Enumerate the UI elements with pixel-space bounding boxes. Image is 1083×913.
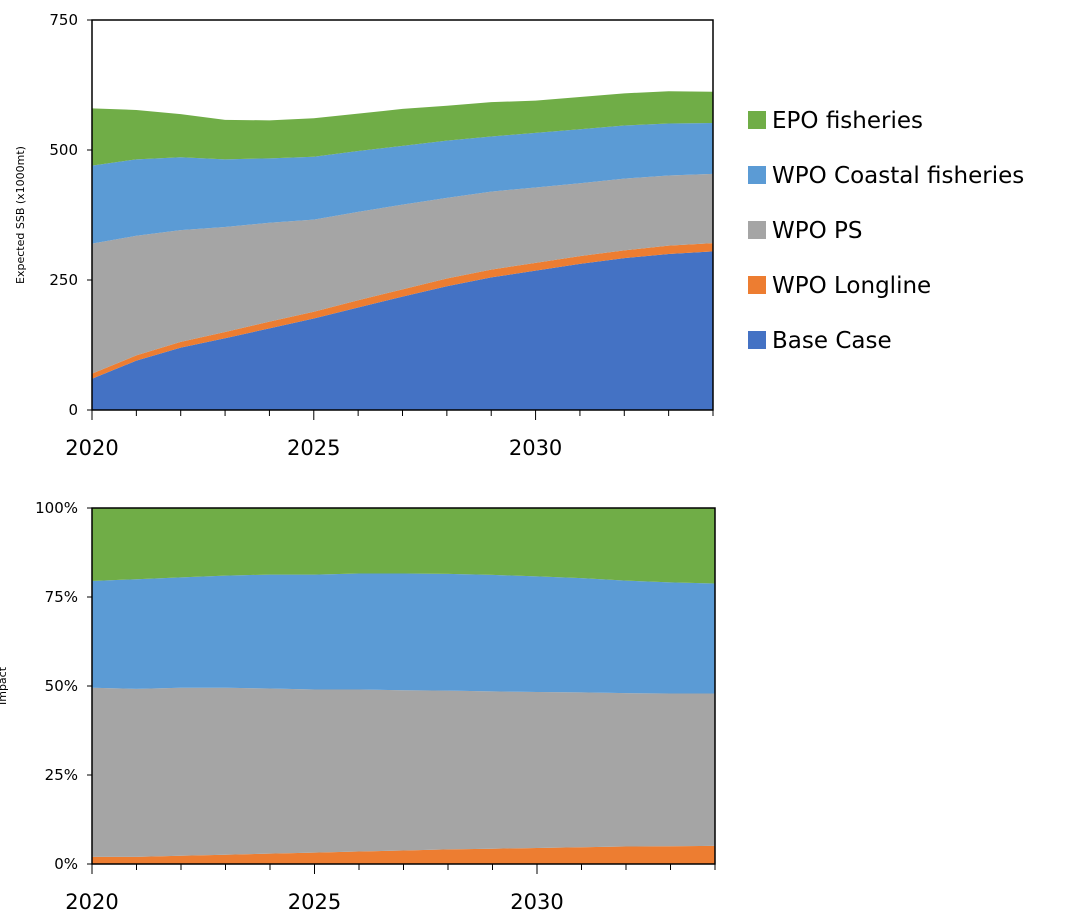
x-tick-label: 2020 — [65, 890, 118, 913]
area-series-base_case — [92, 251, 713, 410]
legend-label: WPO Longline — [772, 273, 931, 299]
legend-label: WPO PS — [772, 218, 863, 244]
legend-swatch — [748, 276, 766, 294]
y-tick-label: 25% — [45, 766, 78, 784]
legend-label: EPO fisheries — [772, 108, 923, 134]
x-tick-label: 2030 — [509, 436, 562, 460]
area-series-epo — [92, 91, 713, 166]
y-axis-title: Expected SSB (x1000mt) — [14, 146, 27, 284]
area-series-wpo_ps — [92, 687, 715, 857]
legend-item-wpo_ps: WPO PS — [748, 218, 863, 244]
legend-swatch — [748, 111, 766, 129]
legend-item-wpo_longline: WPO Longline — [748, 273, 931, 299]
y-tick-label: 500 — [49, 141, 78, 159]
legend-swatch — [748, 331, 766, 349]
x-tick-label: 2025 — [288, 890, 341, 913]
legend-swatch — [748, 221, 766, 239]
area-series-epo — [92, 508, 715, 584]
legend: EPO fisheries WPO Coastal fisheries WPO PS… — [748, 108, 1024, 354]
y-tick-label: 750 — [49, 11, 78, 29]
y-tick-label: 100% — [35, 499, 78, 517]
area-series-wpo_longline — [92, 845, 715, 864]
y-tick-label: 250 — [49, 271, 78, 289]
impact-percent-stacked-area-chart: 0% 25% 50% 75% 100% 2020 2025 2030 Impact — [0, 499, 716, 913]
area-series-wpo_coastal — [92, 122, 713, 244]
y-tick-label: 0 — [68, 401, 78, 419]
legend-label: Base Case — [772, 328, 892, 354]
x-tick-label: 2025 — [287, 436, 340, 460]
x-tick-label: 2030 — [510, 890, 563, 913]
y-axis-title: Impact — [0, 666, 9, 705]
y-tick-label: 50% — [45, 677, 78, 695]
area-series-wpo_ps — [92, 173, 713, 374]
y-tick-label: 75% — [45, 588, 78, 606]
area-series-wpo_coastal — [92, 573, 715, 694]
legend-swatch — [748, 166, 766, 184]
legend-item-base_case: Base Case — [748, 328, 892, 354]
ssb-stacked-area-chart: 0 250 500 750 2020 2025 2030 Expected SSB (x100… — [14, 11, 714, 460]
y-tick-label: 0% — [54, 855, 78, 873]
legend-item-epo: EPO fisheries — [748, 108, 923, 134]
legend-label: WPO Coastal fisheries — [772, 163, 1024, 189]
legend-item-wpo_coastal: WPO Coastal fisheries — [748, 163, 1024, 189]
x-tick-label: 2020 — [65, 436, 118, 460]
